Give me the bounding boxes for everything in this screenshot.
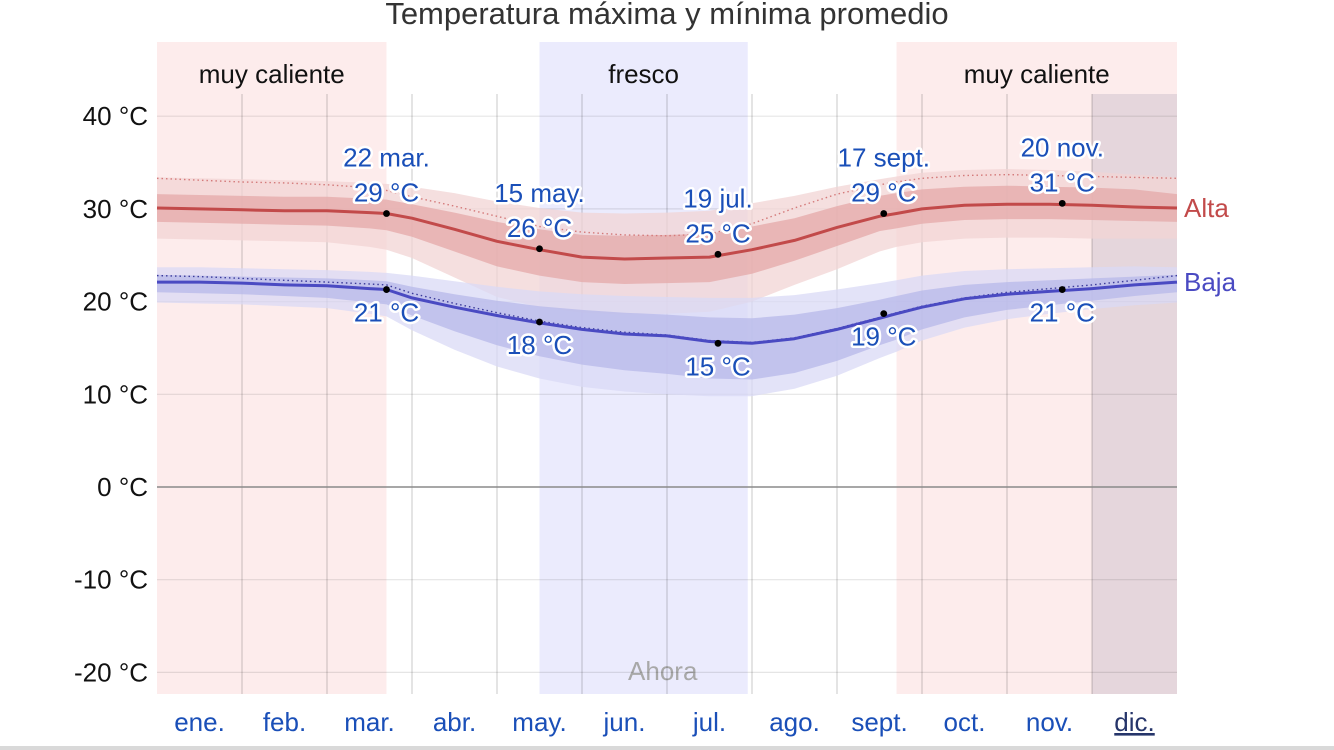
y-tick-label: 20 °C	[83, 287, 148, 317]
month-label-1: feb.	[263, 707, 306, 737]
chart-title: Temperatura máxima y mínima promedio	[385, 0, 948, 31]
month-label-5: jun.	[603, 707, 646, 737]
baja-annotation-point-4	[1058, 286, 1066, 293]
alta-series-label: Alta	[1184, 193, 1229, 223]
baja-band-inner	[157, 274, 1177, 380]
month-label-0: ene.	[174, 707, 225, 737]
baja-annotation-value-1: 18 °C	[507, 330, 572, 360]
month-label-9: oct.	[944, 707, 986, 737]
alta-annotation-value-3: 29 °C	[851, 178, 916, 208]
alta-annotation-date-0: 22 mar.	[343, 143, 430, 173]
alta-line	[156, 202, 1178, 261]
now-label: Ahora	[628, 656, 698, 686]
y-tick-label: -10 °C	[74, 565, 148, 595]
bottom-divider	[0, 746, 1334, 750]
baja-annotation-value-4: 21 °C	[1030, 298, 1095, 328]
alta-annotation-point-2	[714, 250, 722, 258]
alta-annotation-value-0: 29 °C	[354, 178, 419, 208]
y-tick-label: -20 °C	[74, 657, 148, 687]
month-label-11: dic.	[1114, 707, 1154, 737]
month-label-7: ago.	[769, 707, 820, 737]
alta-annotation-point-4	[1058, 199, 1066, 207]
alta-annotation-date-1: 15 may.	[494, 178, 585, 208]
y-tick-label: 30 °C	[83, 194, 148, 224]
alta-annotation-point-3	[880, 210, 888, 217]
alta-annotation-date-3: 17 sept.	[837, 143, 930, 173]
month-label-6: jul.	[692, 707, 726, 737]
baja-annotation-point-3	[880, 310, 888, 318]
alta-annotation-date-2: 19 jul.	[683, 183, 752, 213]
baja-annotation-value-2: 15 °C	[685, 351, 750, 381]
season-band-hot-0	[157, 42, 387, 694]
alta-annotation-date-4: 20 nov.	[1021, 132, 1104, 162]
season-band-hot-2	[896, 42, 1177, 694]
month-label-3: abr.	[433, 707, 476, 737]
y-tick-label: 0 °C	[97, 472, 148, 502]
baja-annotation-value-0: 21 °C	[354, 298, 419, 328]
alta-annotation-value-1: 26 °C	[507, 213, 572, 243]
baja-dotted-line	[156, 274, 1178, 344]
month-label-2: mar.	[344, 707, 395, 737]
y-tick-label: 40 °C	[83, 101, 148, 131]
baja-annotation-point-0	[383, 286, 390, 293]
alta-annotation-point-1	[536, 245, 543, 253]
baja-line	[157, 280, 1178, 345]
season-label-1: fresco	[608, 59, 679, 89]
alta-annotation-point-0	[383, 210, 390, 217]
month-label-8: sept.	[851, 707, 907, 737]
y-tick-label: 10 °C	[83, 379, 148, 409]
season-label-2: muy caliente	[964, 59, 1110, 89]
month-label-4: may.	[512, 707, 566, 737]
baja-annotation-point-2	[714, 339, 722, 347]
baja-annotation-point-1	[536, 318, 543, 326]
month-label-10: nov.	[1026, 707, 1073, 737]
baja-annotation-value-3: 19 °C	[851, 322, 916, 352]
season-label-0: muy caliente	[199, 59, 345, 89]
baja-series-label: Baja	[1184, 267, 1237, 297]
alta-annotation-value-4: 31 °C	[1030, 167, 1095, 197]
alta-annotation-value-2: 25 °C	[685, 218, 750, 248]
